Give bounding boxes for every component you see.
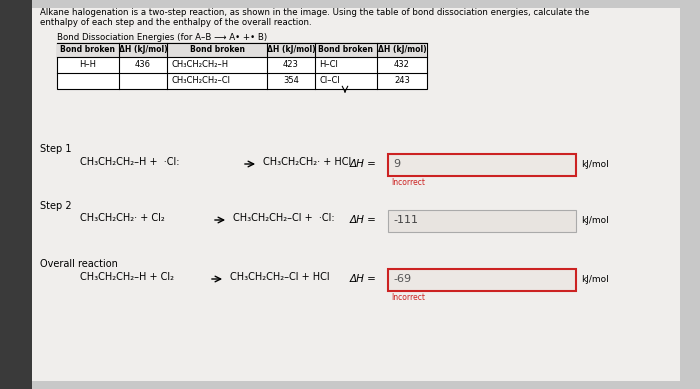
Text: enthalpy of each step and the enthalpy of the overall reaction.: enthalpy of each step and the enthalpy o… bbox=[40, 18, 312, 27]
Text: 243: 243 bbox=[394, 75, 410, 84]
Bar bbox=[388, 154, 576, 176]
Bar bbox=[57, 43, 427, 89]
Text: Overall reaction: Overall reaction bbox=[40, 259, 118, 269]
Text: Incorrect: Incorrect bbox=[391, 293, 425, 302]
Text: Step 2: Step 2 bbox=[40, 201, 71, 211]
Text: Bond Dissociation Energies (for A–B ⟶ A• +• B): Bond Dissociation Energies (for A–B ⟶ A•… bbox=[57, 33, 267, 42]
Text: H–Cl: H–Cl bbox=[319, 60, 338, 68]
Text: Bond broken: Bond broken bbox=[60, 44, 116, 54]
Text: ΔH =: ΔH = bbox=[350, 215, 377, 225]
Text: -69: -69 bbox=[393, 274, 411, 284]
Text: CH₃CH₂CH₂· + HCl: CH₃CH₂CH₂· + HCl bbox=[263, 157, 351, 167]
Text: ΔH (kJ/mol): ΔH (kJ/mol) bbox=[119, 44, 167, 54]
Bar bbox=[388, 269, 576, 291]
Text: ΔH (kJ/mol): ΔH (kJ/mol) bbox=[267, 44, 315, 54]
Text: kJ/mol: kJ/mol bbox=[581, 275, 609, 284]
Text: Bond broken: Bond broken bbox=[318, 44, 374, 54]
Text: 432: 432 bbox=[394, 60, 410, 68]
Text: CH₃CH₂CH₂–Cl +  ·Cl:: CH₃CH₂CH₂–Cl + ·Cl: bbox=[233, 213, 335, 223]
Text: -111: -111 bbox=[393, 215, 418, 225]
Text: 354: 354 bbox=[283, 75, 299, 84]
Text: CH₃CH₂CH₂–Cl: CH₃CH₂CH₂–Cl bbox=[171, 75, 230, 84]
Bar bbox=[57, 43, 427, 57]
Text: kJ/mol: kJ/mol bbox=[581, 216, 609, 224]
Text: Bond broken: Bond broken bbox=[190, 44, 244, 54]
Bar bbox=[388, 210, 576, 232]
Text: 423: 423 bbox=[283, 60, 299, 68]
Text: Alkane halogenation is a two-step reaction, as shown in the image. Using the tab: Alkane halogenation is a two-step reacti… bbox=[40, 8, 589, 17]
Text: Incorrect: Incorrect bbox=[391, 178, 425, 187]
Text: CH₃CH₂CH₂–H +  ·Cl:: CH₃CH₂CH₂–H + ·Cl: bbox=[80, 157, 179, 167]
Text: 436: 436 bbox=[135, 60, 151, 68]
Bar bbox=[0, 0, 32, 389]
Text: H–H: H–H bbox=[80, 60, 97, 68]
Text: kJ/mol: kJ/mol bbox=[581, 159, 609, 168]
Text: CH₃CH₂CH₂–H: CH₃CH₂CH₂–H bbox=[171, 60, 228, 68]
Text: CH₃CH₂CH₂–H + Cl₂: CH₃CH₂CH₂–H + Cl₂ bbox=[80, 272, 174, 282]
Text: ΔH (kJ/mol): ΔH (kJ/mol) bbox=[378, 44, 426, 54]
Text: CH₃CH₂CH₂· + Cl₂: CH₃CH₂CH₂· + Cl₂ bbox=[80, 213, 164, 223]
Text: ΔH =: ΔH = bbox=[350, 274, 377, 284]
Text: ΔH =: ΔH = bbox=[350, 159, 377, 169]
Text: 9: 9 bbox=[393, 159, 400, 169]
Text: CH₃CH₂CH₂–Cl + HCl: CH₃CH₂CH₂–Cl + HCl bbox=[230, 272, 330, 282]
Text: Step 1: Step 1 bbox=[40, 144, 71, 154]
Text: Cl–Cl: Cl–Cl bbox=[319, 75, 339, 84]
